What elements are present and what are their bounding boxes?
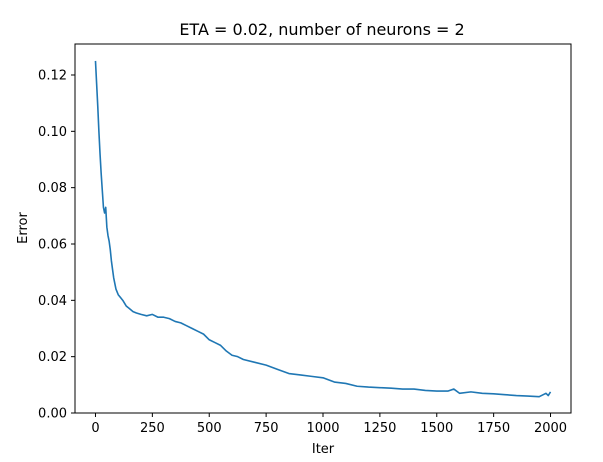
y-tick-label: 0.12 (38, 68, 67, 83)
x-tick-label: 750 (254, 421, 279, 436)
y-axis-ticks: 0.00 0.02 0.04 0.06 0.08 0.10 0.12 (38, 68, 75, 422)
x-tick-label: 250 (140, 421, 165, 436)
y-tick-label: 0.06 (38, 237, 67, 252)
plot-area (94, 60, 552, 398)
y-tick-label: 0.00 (38, 407, 67, 422)
x-tick-label: 1500 (420, 421, 453, 436)
x-tick-label: 1750 (477, 421, 510, 436)
y-tick-label: 0.08 (38, 181, 67, 196)
x-tick-label: 2000 (534, 421, 567, 436)
x-tick-label: 500 (197, 421, 222, 436)
chart-title: ETA = 0.02, number of neurons = 2 (179, 20, 464, 39)
x-axis-ticks: 0 250 500 750 1000 1250 1500 1750 2000 (91, 413, 567, 436)
x-tick-label: 1000 (306, 421, 339, 436)
series-line-1 (94, 60, 552, 398)
x-axis-label: Iter (312, 442, 335, 457)
x-tick-label: 1250 (363, 421, 396, 436)
y-tick-label: 0.04 (38, 294, 67, 309)
y-tick-label: 0.10 (38, 125, 67, 140)
x-tick-label: 0 (91, 421, 99, 436)
y-tick-label: 0.02 (38, 350, 67, 365)
y-axis-label: Error (16, 212, 31, 244)
